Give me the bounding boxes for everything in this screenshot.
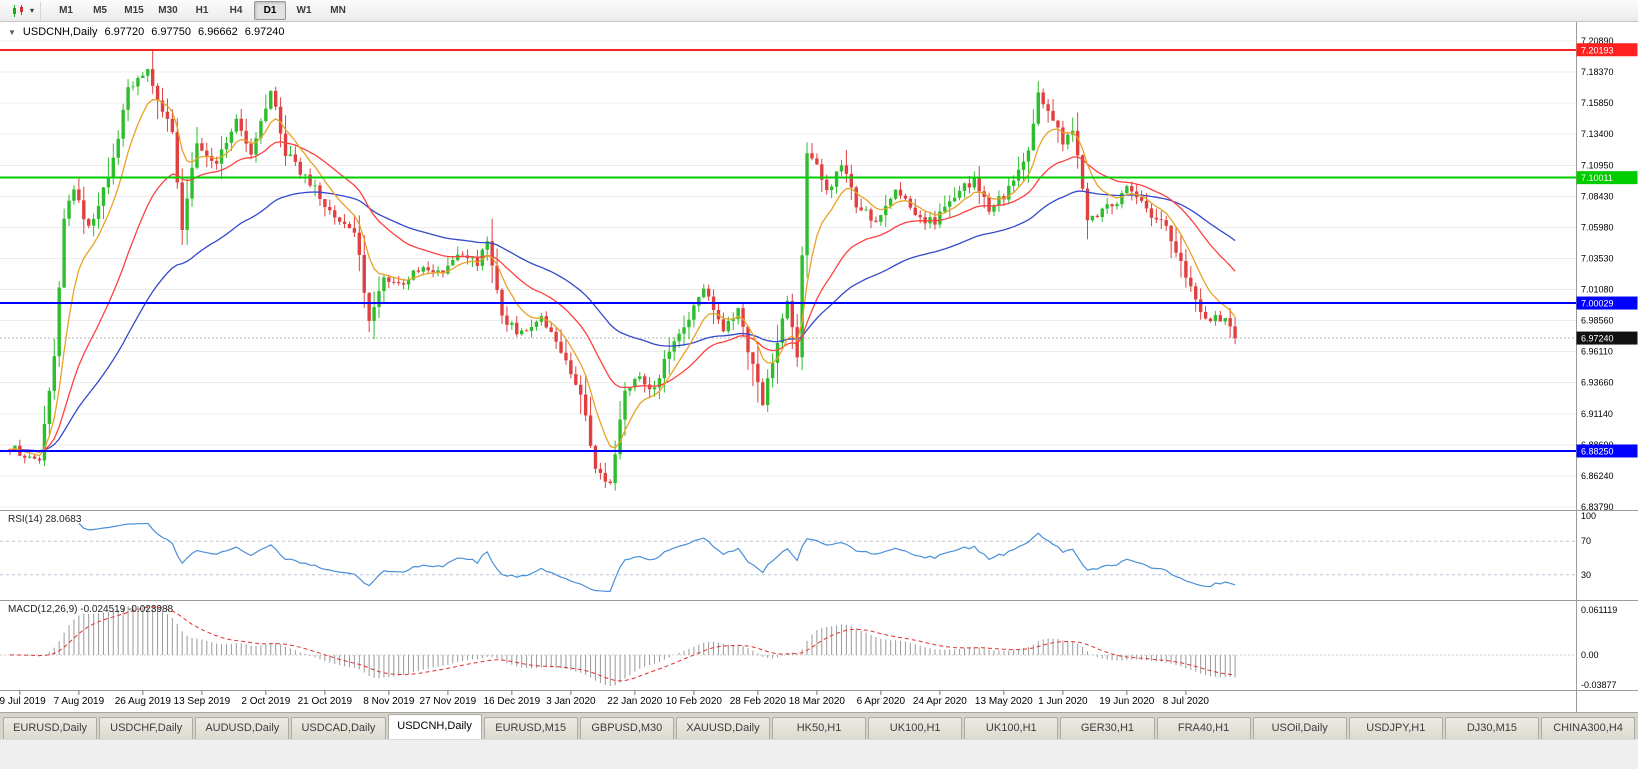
horizontal-lines[interactable]	[0, 48, 1576, 452]
chart-tab-eurusd-daily[interactable]: EURUSD,Daily	[3, 717, 98, 739]
svg-text:21 Oct 2019: 21 Oct 2019	[298, 696, 353, 707]
svg-text:6.83790: 6.83790	[1581, 502, 1614, 512]
svg-text:8 Jul 2020: 8 Jul 2020	[1163, 696, 1210, 707]
timeframe-button-m5[interactable]: M5	[93, 5, 107, 16]
chart-tab-ger30-h1[interactable]: GER30,H1	[1060, 717, 1155, 739]
svg-text:7.13400: 7.13400	[1581, 129, 1614, 139]
chart-tab-usoil-daily[interactable]: USOil,Daily	[1252, 717, 1347, 739]
ma-slow-line[interactable]	[9, 190, 1236, 452]
chart-canvas[interactable]: 7.20890 7.18370 7.15850 7.13400 7.10950 7.084…	[0, 22, 1638, 712]
ma-fast-line[interactable]	[9, 98, 1236, 457]
svg-text:13 May 2020: 13 May 2020	[975, 696, 1033, 707]
svg-text:2 Oct 2019: 2 Oct 2019	[241, 696, 290, 707]
price-scale[interactable]: 7.20890 7.18370 7.15850 7.13400 7.10950 7.084…	[1581, 36, 1617, 690]
candlestick-series	[8, 49, 1237, 491]
svg-text:70: 70	[1581, 536, 1591, 546]
chart-tab-uk100-h1[interactable]: UK100,H1	[964, 717, 1059, 739]
svg-text:-0.03877: -0.03877	[1581, 680, 1617, 690]
ma-medium-line[interactable]	[9, 141, 1236, 453]
svg-text:7.10950: 7.10950	[1581, 160, 1614, 170]
chart-tab-usdcnh-daily[interactable]: USDCNH,Daily	[387, 714, 482, 739]
svg-text:30: 30	[1581, 570, 1591, 580]
svg-text:7.15850: 7.15850	[1581, 98, 1614, 108]
chart-tab-usdcad-daily[interactable]: USDCAD,Daily	[291, 717, 386, 739]
timeframe-buttons: M1 M5 M15 M30 H1 H4 D1 W1 MN	[49, 1, 355, 20]
svg-text:16 Dec 2019: 16 Dec 2019	[483, 696, 540, 707]
svg-text:0.00: 0.00	[1581, 650, 1599, 660]
timeframe-button-m15[interactable]: M15	[124, 5, 144, 16]
svg-text:18 Mar 2020: 18 Mar 2020	[789, 696, 846, 707]
svg-text:100: 100	[1581, 511, 1596, 521]
svg-text:28 Feb 2020: 28 Feb 2020	[730, 696, 787, 707]
svg-text:7.10011: 7.10011	[1581, 173, 1613, 183]
svg-text:7.08430: 7.08430	[1581, 191, 1614, 201]
svg-text:7.18370: 7.18370	[1581, 67, 1614, 77]
chart-tab-hk50-h1[interactable]: HK50,H1	[772, 717, 867, 739]
timeframe-toolbar: ▾ M1 M5 M15 M30 H1 H4 D1 W1 MN	[0, 0, 1638, 22]
svg-text:6.86240: 6.86240	[1581, 471, 1614, 481]
timeframe-button-h4[interactable]: H4	[229, 5, 243, 16]
svg-text:7.20193: 7.20193	[1581, 45, 1614, 55]
svg-text:7.01080: 7.01080	[1581, 285, 1614, 295]
chart-tab-eurusd-m15[interactable]: EURUSD,M15	[483, 717, 578, 739]
timeframe-button-m30[interactable]: M30	[158, 5, 178, 16]
svg-text:10 Feb 2020: 10 Feb 2020	[666, 696, 723, 707]
chart-tab-dj30-m15[interactable]: DJ30,M15	[1444, 717, 1539, 739]
svg-text:13 Sep 2019: 13 Sep 2019	[174, 696, 231, 707]
chevron-down-icon: ▾	[30, 6, 35, 15]
timeframe-button-m1[interactable]: M1	[59, 5, 73, 16]
chart-tab-xauusd-daily[interactable]: XAUUSD,Daily	[675, 717, 770, 739]
svg-text:6.96110: 6.96110	[1581, 347, 1613, 357]
chart-type-menu-button[interactable]: ▾	[5, 1, 42, 20]
svg-text:26 Aug 2019: 26 Aug 2019	[115, 696, 172, 707]
svg-text:19 Jul 2019: 19 Jul 2019	[0, 696, 46, 707]
chart-tab-usdjpy-h1[interactable]: USDJPY,H1	[1348, 717, 1443, 739]
svg-text:8 Nov 2019: 8 Nov 2019	[363, 696, 415, 707]
timeframe-button-d1[interactable]: D1	[254, 1, 287, 20]
svg-text:6.93660: 6.93660	[1581, 378, 1614, 388]
price-gridlines	[0, 40, 1576, 508]
macd-signal-line	[9, 606, 1236, 682]
timeframe-button-mn[interactable]: MN	[330, 5, 346, 16]
price-badges: 7.20193 7.10011 7.00029 6.88250 6.97240	[1576, 43, 1638, 458]
svg-text:6.98560: 6.98560	[1581, 316, 1614, 326]
candlestick-chart-icon	[13, 4, 23, 17]
macd-histogram	[14, 606, 1236, 686]
timeframe-button-w1[interactable]: W1	[296, 5, 312, 16]
svg-text:3 Jan 2020: 3 Jan 2020	[546, 696, 596, 707]
chart-tab-usdchf-daily[interactable]: USDCHF,Daily	[99, 717, 194, 739]
chart-tab-audusd-daily[interactable]: AUDUSD,Daily	[195, 717, 290, 739]
chart-tab-uk100-h1[interactable]: UK100,H1	[868, 717, 963, 739]
svg-text:6 Apr 2020: 6 Apr 2020	[857, 696, 906, 707]
chart-tab-fra40-h1[interactable]: FRA40,H1	[1156, 717, 1251, 739]
svg-text:7.00029: 7.00029	[1581, 299, 1614, 309]
svg-text:27 Nov 2019: 27 Nov 2019	[420, 696, 477, 707]
svg-text:22 Jan 2020: 22 Jan 2020	[607, 696, 662, 707]
svg-text:24 Apr 2020: 24 Apr 2020	[913, 696, 967, 707]
svg-text:1 Jun 2020: 1 Jun 2020	[1038, 696, 1088, 707]
svg-text:6.88250: 6.88250	[1581, 446, 1614, 456]
rsi-line	[78, 522, 1236, 593]
timeframe-button-h1[interactable]: H1	[195, 5, 209, 16]
svg-text:7.20890: 7.20890	[1581, 36, 1614, 46]
chart-tab-gbpusd-m30[interactable]: GBPUSD,M30	[579, 717, 674, 739]
status-bar	[0, 739, 1638, 769]
svg-text:7.03530: 7.03530	[1581, 253, 1614, 263]
svg-text:7 Aug 2019: 7 Aug 2019	[54, 696, 105, 707]
chart-tabs-bar: EURUSD,Daily USDCHF,Daily AUDUSD,Daily USDC…	[0, 712, 1638, 739]
svg-text:6.91140: 6.91140	[1581, 409, 1613, 419]
svg-text:0.061119: 0.061119	[1581, 605, 1617, 615]
svg-text:6.97240: 6.97240	[1581, 334, 1614, 344]
svg-text:19 Jun 2020: 19 Jun 2020	[1099, 696, 1154, 707]
svg-text:7.05980: 7.05980	[1581, 222, 1614, 232]
chart-tab-china300-h4[interactable]: CHINA300,H4	[1541, 717, 1636, 739]
